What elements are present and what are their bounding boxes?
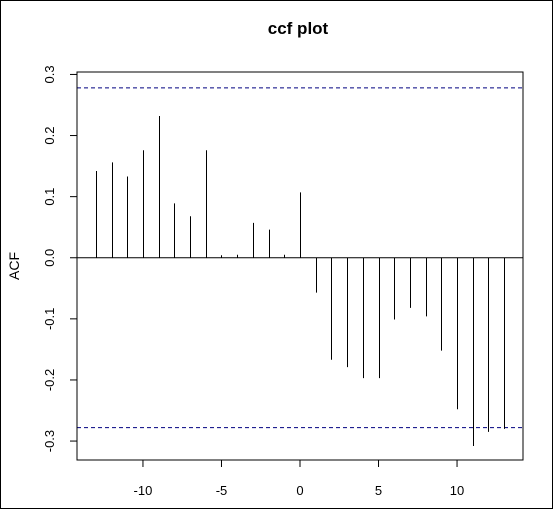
y-axis-label: ACF [6,252,22,280]
y-tick-label: 0.2 [42,127,57,145]
x-axis: -10 -5 0 5 10 [134,459,464,498]
chart-title: ccf plot [268,19,329,38]
y-tick-label: -0.3 [42,430,57,452]
plot-area-border [76,71,524,461]
confidence-bounds [77,87,523,429]
x-tick-label: -5 [216,483,228,498]
y-axis: -0.3 -0.2 -0.1 0.0 0.1 0.2 0.3 [42,65,78,452]
y-tick-label: 0.1 [42,188,57,206]
x-tick-label: 0 [296,483,303,498]
ccf-bars [96,115,505,446]
x-tick-label: -10 [134,483,153,498]
y-tick-label: -0.2 [42,369,57,391]
y-tick-label: 0.0 [42,249,57,267]
y-tick-label: -0.1 [42,308,57,330]
x-tick-label: 10 [450,483,464,498]
y-tick-label: 0.3 [42,65,57,83]
x-tick-label: 5 [375,483,382,498]
